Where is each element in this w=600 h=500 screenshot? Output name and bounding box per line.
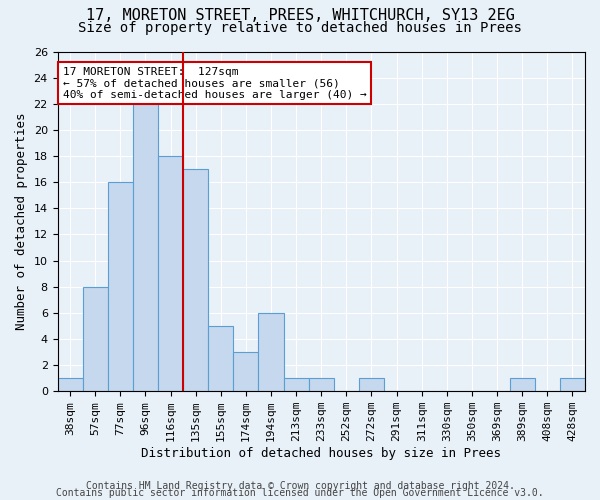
Bar — [359, 378, 384, 391]
Bar — [509, 378, 535, 391]
Bar — [208, 326, 233, 391]
Bar — [560, 378, 585, 391]
Text: Contains public sector information licensed under the Open Government Licence v3: Contains public sector information licen… — [56, 488, 544, 498]
Bar — [259, 313, 284, 391]
Bar — [83, 286, 108, 391]
Bar — [158, 156, 183, 391]
Bar — [108, 182, 133, 391]
Bar — [309, 378, 334, 391]
Text: Contains HM Land Registry data © Crown copyright and database right 2024.: Contains HM Land Registry data © Crown c… — [86, 481, 514, 491]
Text: 17, MORETON STREET, PREES, WHITCHURCH, SY13 2EG: 17, MORETON STREET, PREES, WHITCHURCH, S… — [86, 8, 514, 22]
Text: Size of property relative to detached houses in Prees: Size of property relative to detached ho… — [78, 21, 522, 35]
Bar — [58, 378, 83, 391]
Y-axis label: Number of detached properties: Number of detached properties — [15, 112, 28, 330]
X-axis label: Distribution of detached houses by size in Prees: Distribution of detached houses by size … — [141, 447, 501, 460]
Bar — [133, 104, 158, 391]
Bar — [233, 352, 259, 391]
Bar — [183, 169, 208, 391]
Bar — [284, 378, 309, 391]
Text: 17 MORETON STREET:  127sqm
← 57% of detached houses are smaller (56)
40% of semi: 17 MORETON STREET: 127sqm ← 57% of detac… — [63, 67, 367, 100]
